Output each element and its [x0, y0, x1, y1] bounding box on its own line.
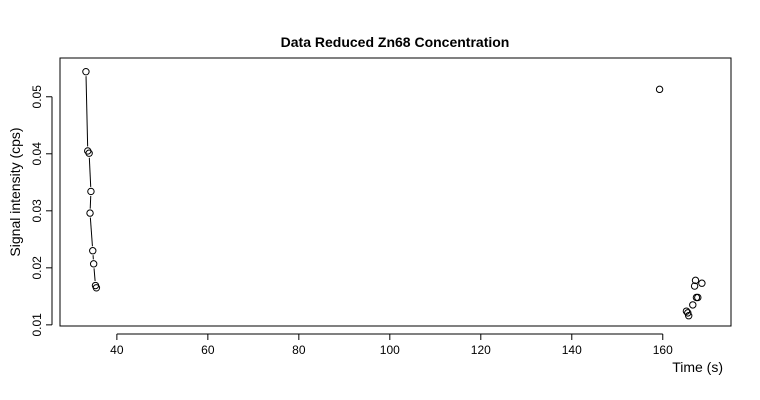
- x-tick-label: 80: [292, 343, 306, 357]
- series-1-point: [82, 67, 90, 76]
- y-tick-label: 0.05: [30, 85, 44, 109]
- y-tick-label: 0.04: [30, 142, 44, 166]
- series-2-point: [689, 301, 697, 309]
- series-1-segment: [85, 76, 89, 147]
- plot-frame: [59, 57, 732, 327]
- series-layer: [82, 67, 706, 320]
- y-axis-label: Signal intensity (cps): [7, 127, 23, 256]
- x-axis: 40 60 80 100 120 140 160: [110, 333, 673, 357]
- series-2-point: [690, 282, 699, 290]
- series-1-point: [89, 247, 97, 255]
- series-1-segment: [88, 157, 92, 187]
- series-2-point: [691, 276, 700, 285]
- series-1-segment: [89, 195, 92, 209]
- y-axis: 0.01 0.02 0.03 0.04 0.05: [30, 85, 53, 337]
- series-2-point: [694, 293, 702, 302]
- series-1-point: [89, 260, 98, 268]
- series-1-point: [87, 187, 95, 196]
- x-axis-label: Time (s): [672, 359, 723, 375]
- x-tick-label: 120: [471, 343, 491, 357]
- x-tick-label: 40: [110, 343, 124, 357]
- series-1-segment: [89, 217, 93, 247]
- x-tick-label: 140: [562, 343, 582, 357]
- y-tick-label: 0.01: [30, 313, 44, 337]
- series-2-point: [684, 312, 693, 320]
- series-1-point: [86, 209, 94, 217]
- series-2-point: [698, 279, 706, 287]
- x-tick-label: 60: [201, 343, 215, 357]
- x-tick-label: 160: [653, 343, 673, 357]
- chart-title: Data Reduced Zn68 Concentration: [281, 34, 510, 50]
- series-2-point: [655, 85, 664, 94]
- y-tick-label: 0.02: [30, 256, 44, 280]
- x-tick-label: 100: [380, 343, 400, 357]
- y-tick-label: 0.03: [30, 199, 44, 223]
- series-2-point: [682, 307, 691, 315]
- series-1-segment: [93, 268, 96, 282]
- series-1-point: [92, 284, 101, 292]
- series-1-point: [85, 149, 93, 157]
